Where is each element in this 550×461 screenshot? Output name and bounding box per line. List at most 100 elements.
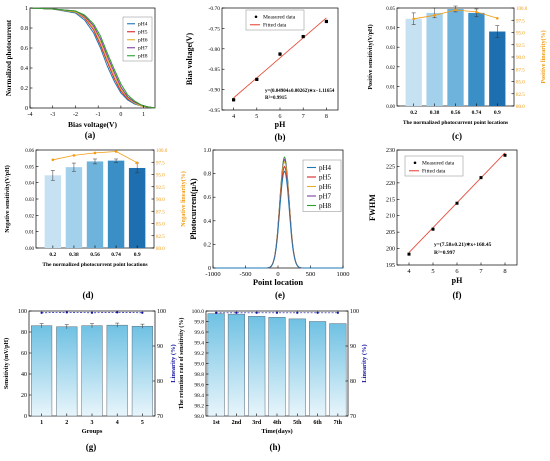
- y-axis-label: Photocurrent(μA): [189, 178, 198, 240]
- y-tick-label: 99.0: [194, 362, 204, 368]
- y-tick-label: 205: [386, 230, 395, 236]
- linearity-point: [141, 311, 144, 314]
- x-tick-label: 5th: [293, 420, 302, 426]
- y2-tick-label: 80: [350, 379, 356, 385]
- fit-equation: y=(7.58±0.21)∗x+168.45: [434, 241, 492, 248]
- x-tick-label: -2: [73, 112, 78, 118]
- x-axis-label: The normalized photocurrent point locati…: [403, 120, 508, 126]
- y2-tick-label: 70: [157, 414, 163, 420]
- x-tick-label: 0.2: [49, 252, 56, 258]
- panel-g-chart: 1 2 3 4 5 0 20 40 60 80 100 70 80 90 100 Groups Sensitiv…: [3, 309, 177, 452]
- panel-label: (d): [83, 290, 94, 300]
- y2-tick-label: 82.5: [156, 235, 165, 240]
- x-tick-label: -500: [240, 271, 252, 278]
- legend-box: [245, 9, 305, 31]
- x-tick-label: 0.2: [410, 110, 417, 116]
- bar: [131, 325, 153, 417]
- linearity-point: [116, 311, 119, 314]
- y-tick-label: 60: [21, 351, 27, 357]
- y-tick-label: 99.2: [194, 351, 204, 357]
- y-tick-label: 98.8: [194, 372, 204, 378]
- x-axis-label: pH: [452, 276, 463, 285]
- x-tick-label: 0.56: [451, 110, 461, 116]
- linearity-point: [296, 311, 299, 314]
- linearity-point: [412, 17, 416, 21]
- y-axis-label: Negative sensitivity(V/pH): [4, 165, 11, 233]
- data-point: [232, 98, 236, 102]
- linearity-point: [433, 14, 436, 17]
- fit-equation: y=(0.04904±0.00262)∗x−1.11654: [265, 88, 335, 94]
- y-tick-label: 0.03: [25, 198, 34, 203]
- bar: [405, 18, 422, 107]
- y-tick-label: 0.02: [25, 214, 34, 219]
- linearity-point: [135, 161, 139, 165]
- x-tick-label: 0.38: [69, 252, 79, 258]
- y-tick-label: 40: [21, 372, 27, 378]
- panel-label: (g): [86, 442, 97, 452]
- y-axis-label: Positive sensitivity(V/pH): [367, 24, 374, 89]
- y2-tick-label: 82.5: [516, 93, 525, 98]
- y2-axis-label: Linearity (%): [361, 344, 368, 382]
- y-tick-label: 0.2: [21, 86, 29, 92]
- bar: [31, 325, 53, 417]
- linearity-point: [215, 311, 218, 314]
- y-tick-label: 0: [25, 106, 28, 112]
- x-tick-label: 5: [255, 114, 258, 120]
- linearity-point: [495, 16, 499, 20]
- x-tick-label: 6th: [313, 420, 322, 426]
- y-tick-label: 195: [386, 263, 395, 269]
- y-tick-label: 0.8: [21, 26, 29, 32]
- x-tick-label: 7: [302, 114, 305, 120]
- x-tick-label: 4: [232, 114, 235, 120]
- y-tick-label: 0.4: [21, 66, 29, 72]
- y-tick-label: -0.95: [209, 108, 221, 114]
- legend-entry: Measured data: [422, 161, 455, 167]
- bar: [447, 8, 464, 107]
- linearity-point: [51, 158, 55, 162]
- y-tick-label: 0.03: [386, 46, 395, 51]
- legend-entry: pH4: [138, 22, 148, 28]
- y-tick-label: 0.8: [204, 172, 212, 178]
- legend-box: [122, 16, 153, 62]
- x-tick-label: 0.9: [134, 252, 141, 258]
- data-point: [479, 176, 483, 180]
- y-tick-label: -0.80: [209, 47, 221, 53]
- y2-tick-label: 100: [157, 309, 166, 315]
- y2-tick-label: 90.0: [156, 198, 165, 203]
- y2-tick-label: 87.5: [156, 210, 165, 215]
- legend-entry: pH6: [138, 38, 148, 44]
- panel-b-chart: 4 5 6 7 8 -0.95 -0.90 -0.85 -0.80 -0.75 -0.70 pH Bia…: [185, 6, 339, 142]
- y-tick-label: 0.6: [21, 46, 29, 52]
- y-axis-label: Bias voltage(V): [185, 33, 194, 86]
- linearity-point: [65, 311, 68, 314]
- legend-entry: pH8: [319, 202, 332, 210]
- y-tick-label: 99.6: [194, 330, 204, 336]
- bar: [107, 160, 125, 248]
- y2-tick-label: 97.5: [156, 161, 165, 166]
- y-tick-label: 98.6: [194, 383, 204, 389]
- bar: [309, 321, 327, 417]
- y-tick-label: 0.06: [25, 149, 34, 154]
- x-tick-label: 0.74: [111, 252, 121, 258]
- y2-tick-label: 90.0: [516, 56, 525, 61]
- y2-tick-label: 95.0: [156, 174, 165, 179]
- legend-box: [404, 155, 464, 177]
- panel-label: (c): [452, 131, 462, 141]
- x-tick-label: -1: [96, 112, 101, 118]
- data-point: [324, 19, 328, 24]
- y-tick-label: 0.2: [204, 242, 212, 248]
- panel-label: (h): [270, 442, 281, 452]
- legend-entry: pH8: [138, 54, 148, 60]
- panel-label: (b): [275, 132, 286, 142]
- bar: [106, 324, 128, 417]
- bar: [468, 12, 485, 106]
- data-point: [301, 34, 305, 39]
- bar: [268, 317, 286, 417]
- x-axis-label: Time(days): [261, 428, 292, 435]
- y-tick-label: 220: [386, 181, 395, 187]
- x-tick-label: 3: [91, 420, 94, 426]
- y-tick-label: 1: [25, 6, 28, 12]
- panel-a-chart: -4 -3 -2 -1 0 1 0 0.2 0.4 0.6 0.8 1 Bias voltage(V) N…: [5, 6, 156, 140]
- y2-tick-label: 95.0: [516, 32, 525, 37]
- y-axis-label: The retention rate of sensitivity (%): [178, 318, 185, 410]
